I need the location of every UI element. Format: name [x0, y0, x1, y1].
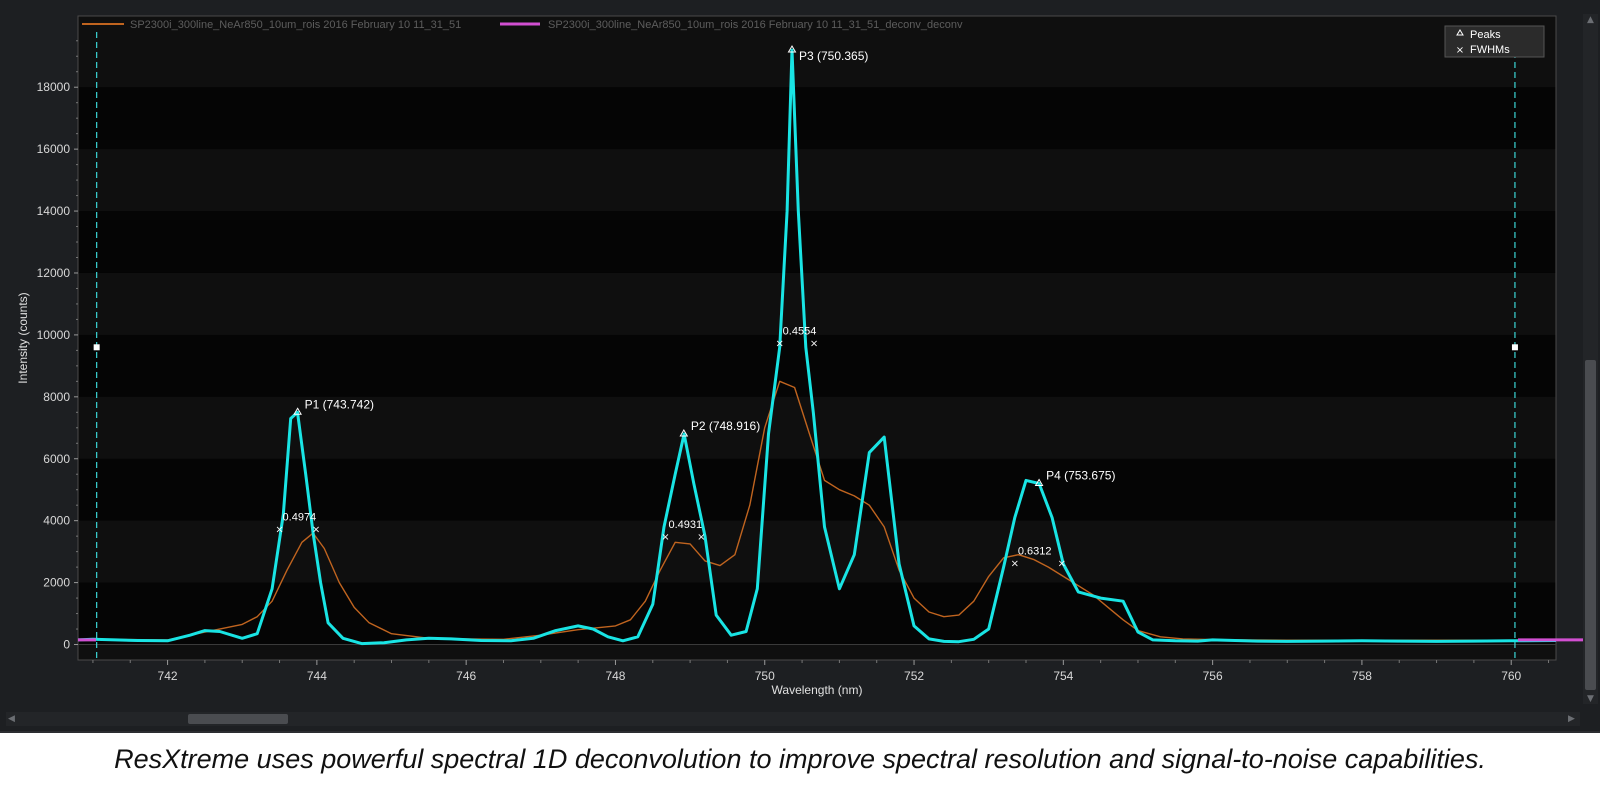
y-tick-label: 6000: [43, 452, 70, 466]
peak-marker: [1034, 478, 1044, 487]
y-tick-label: 16000: [37, 142, 71, 156]
range-cursor-handle[interactable]: [1511, 344, 1518, 351]
marker-legend-box: [1444, 25, 1545, 58]
fwhms-legend-label: FWHMs: [1470, 44, 1510, 56]
peak-label: P1 (743.742): [305, 397, 374, 411]
scroll-right-arrow-icon[interactable]: ▶: [1568, 714, 1575, 724]
y-tick-label: 10000: [37, 328, 71, 342]
plot-band: [78, 334, 1556, 397]
fwhm-label: 0.6312: [1018, 545, 1052, 557]
peak-label: P2 (748.916): [691, 419, 760, 433]
fwhm-marker: ×: [1058, 558, 1066, 569]
legend-label-deconv: SP2300i_300line_NeAr850_10um_rois 2016 F…: [548, 19, 963, 31]
fwhm-label: 0.4974: [283, 511, 317, 523]
peak-marker: [293, 407, 302, 415]
x-tick-label: 742: [158, 669, 178, 683]
x-tick-label: 748: [605, 669, 625, 683]
peak-marker: [679, 428, 689, 437]
y-axis-label: Intensity (counts): [16, 292, 30, 383]
fwhm-label: 0.4554: [783, 326, 817, 338]
y-tick-label: 2000: [43, 576, 70, 590]
legend-label-raw: SP2300i_300line_NeAr850_10um_rois 2016 F…: [130, 19, 461, 31]
x-tick-label: 754: [1053, 669, 1073, 683]
fwhms-legend-icon: ×: [1456, 45, 1464, 56]
scroll-down-arrow-icon[interactable]: ▼: [1587, 694, 1594, 704]
peaks-legend-icon: [1456, 29, 1464, 36]
fwhm-marker: ×: [275, 524, 283, 535]
plot-band: [78, 458, 1556, 521]
scroll-left-arrow-icon[interactable]: ◀: [8, 714, 15, 724]
plot-border: [77, 15, 1557, 661]
y-tick-label: 0: [63, 638, 70, 652]
fwhm-marker: ×: [312, 524, 320, 535]
y-tick-label: 4000: [43, 514, 70, 528]
horizontal-scrollbar[interactable]: [6, 712, 1580, 726]
plot-band: [78, 582, 1556, 645]
fwhm-marker: ×: [810, 339, 818, 350]
range-cursor-handle[interactable]: [93, 344, 100, 351]
plot-band: [78, 87, 1556, 150]
x-tick-label: 756: [1203, 669, 1223, 683]
y-tick-label: 12000: [37, 266, 71, 280]
x-tick-label: 746: [456, 669, 476, 683]
x-tick-label: 758: [1352, 669, 1372, 683]
fwhm-marker: ×: [1011, 558, 1019, 569]
scroll-up-arrow-icon[interactable]: ▲: [1587, 15, 1594, 25]
fwhm-marker: ×: [661, 532, 669, 543]
spectrum-viewer: 0 2000 4000 6000 8000 10000 12000 14000 16000 180…: [0, 0, 1600, 733]
peak-marker: [787, 45, 797, 53]
y-tick-label: 18000: [37, 80, 71, 94]
x-tick-label: 752: [904, 669, 924, 683]
y-tick-label: 8000: [43, 390, 70, 404]
peak-label: P4 (753.675): [1046, 469, 1115, 483]
caption: ResXtreme uses powerful spectral 1D deco…: [114, 744, 1486, 774]
deconvolved-spectrum-line: [77, 48, 1557, 646]
vertical-scroll-thumb[interactable]: [1585, 360, 1596, 690]
peaks-legend-label: Peaks: [1470, 29, 1501, 41]
x-tick-label: 760: [1501, 669, 1521, 683]
peak-label: P3 (750.365): [799, 49, 868, 63]
spectrum-chart[interactable]: 0 2000 4000 6000 8000 10000 12000 14000 16000 180…: [0, 0, 1600, 731]
x-tick-label: 750: [755, 669, 775, 683]
x-tick-label: 744: [307, 669, 327, 683]
x-axis-label: Wavelength (nm): [772, 683, 863, 697]
raw-spectrum-line: [77, 380, 1556, 641]
plot-band: [78, 211, 1556, 273]
fwhm-marker: ×: [775, 339, 783, 350]
fwhm-marker: ×: [697, 532, 705, 543]
y-tick-label: 14000: [37, 204, 71, 218]
horizontal-scroll-thumb[interactable]: [188, 714, 288, 724]
fwhm-label: 0.4931: [668, 519, 702, 531]
